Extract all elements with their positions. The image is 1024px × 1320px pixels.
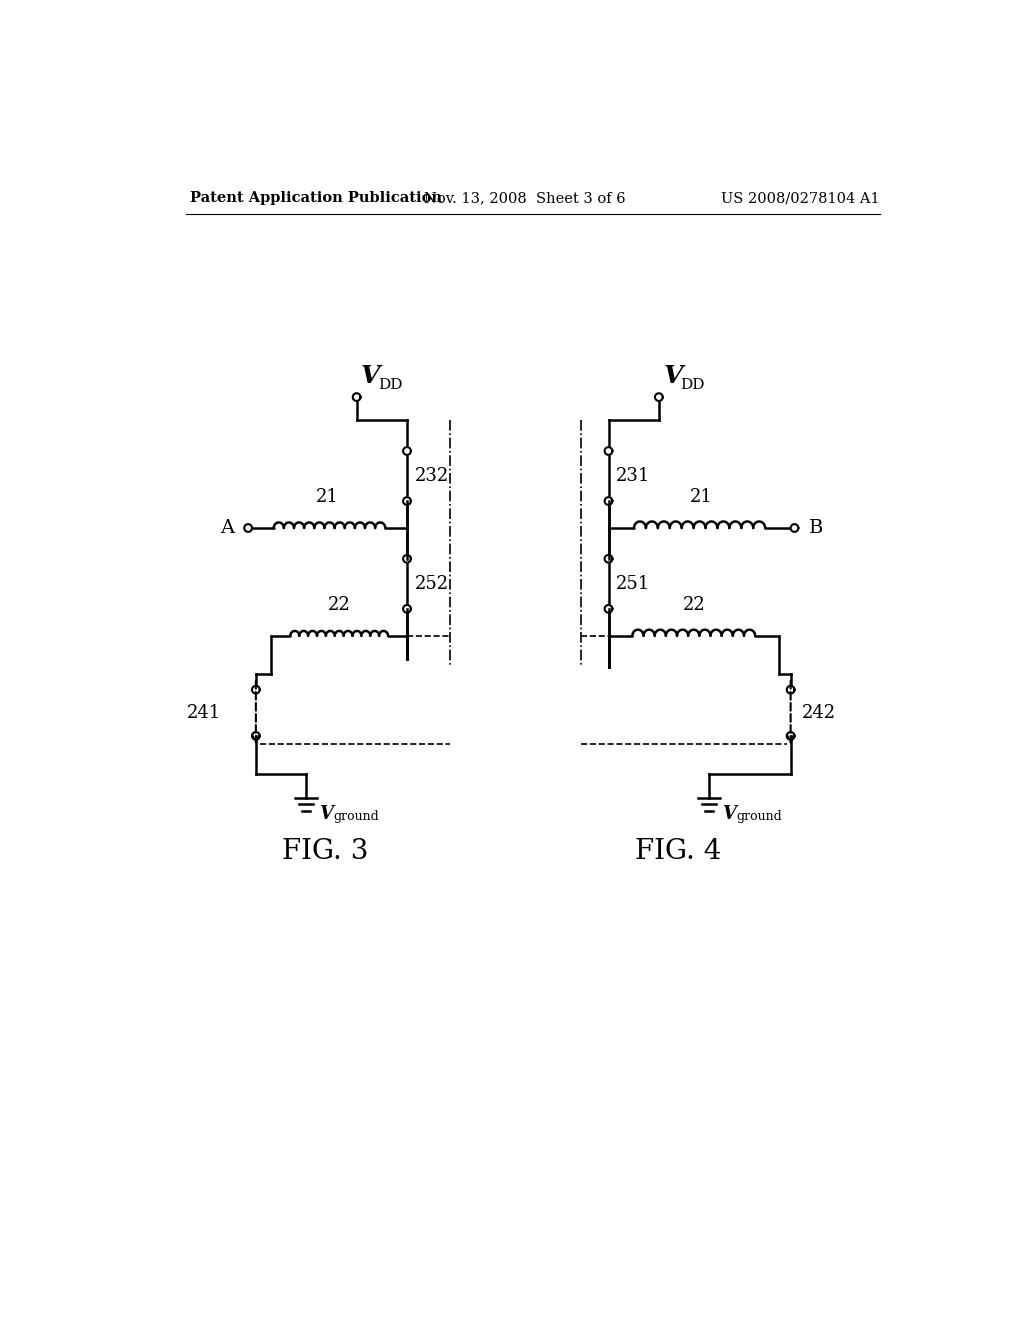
- Polygon shape: [352, 393, 360, 401]
- Polygon shape: [252, 686, 260, 693]
- Polygon shape: [786, 686, 795, 693]
- Polygon shape: [604, 605, 612, 612]
- Text: 232: 232: [415, 467, 449, 484]
- Text: ground: ground: [736, 810, 782, 822]
- Text: $\mathregular{V}$: $\mathregular{V}$: [663, 364, 686, 388]
- Polygon shape: [604, 554, 612, 562]
- Polygon shape: [791, 524, 799, 532]
- Text: A: A: [220, 519, 234, 537]
- Text: 252: 252: [415, 574, 449, 593]
- Text: $\mathregular{V}$: $\mathregular{V}$: [722, 805, 739, 824]
- Text: 22: 22: [328, 597, 350, 614]
- Text: Patent Application Publication: Patent Application Publication: [190, 191, 442, 206]
- Polygon shape: [604, 447, 612, 455]
- Text: 241: 241: [186, 704, 221, 722]
- Text: ground: ground: [334, 810, 379, 822]
- Text: 22: 22: [682, 597, 706, 614]
- Text: US 2008/0278104 A1: US 2008/0278104 A1: [721, 191, 880, 206]
- Text: 231: 231: [616, 467, 650, 484]
- Polygon shape: [786, 733, 795, 739]
- Text: $\mathregular{V}$: $\mathregular{V}$: [360, 364, 384, 388]
- Polygon shape: [655, 393, 663, 401]
- Text: Nov. 13, 2008  Sheet 3 of 6: Nov. 13, 2008 Sheet 3 of 6: [424, 191, 626, 206]
- Text: B: B: [809, 519, 823, 537]
- Text: 21: 21: [316, 488, 339, 507]
- Polygon shape: [245, 524, 252, 532]
- Text: $\mathregular{V}$: $\mathregular{V}$: [318, 805, 336, 824]
- Polygon shape: [403, 554, 411, 562]
- Polygon shape: [403, 498, 411, 504]
- Text: 21: 21: [690, 488, 713, 507]
- Text: FIG. 4: FIG. 4: [635, 838, 722, 865]
- Polygon shape: [604, 498, 612, 504]
- Text: 242: 242: [802, 704, 837, 722]
- Text: DD: DD: [681, 379, 706, 392]
- Polygon shape: [403, 447, 411, 455]
- Text: FIG. 3: FIG. 3: [283, 838, 369, 865]
- Text: 251: 251: [616, 574, 650, 593]
- Polygon shape: [252, 733, 260, 739]
- Polygon shape: [403, 605, 411, 612]
- Text: DD: DD: [378, 379, 402, 392]
